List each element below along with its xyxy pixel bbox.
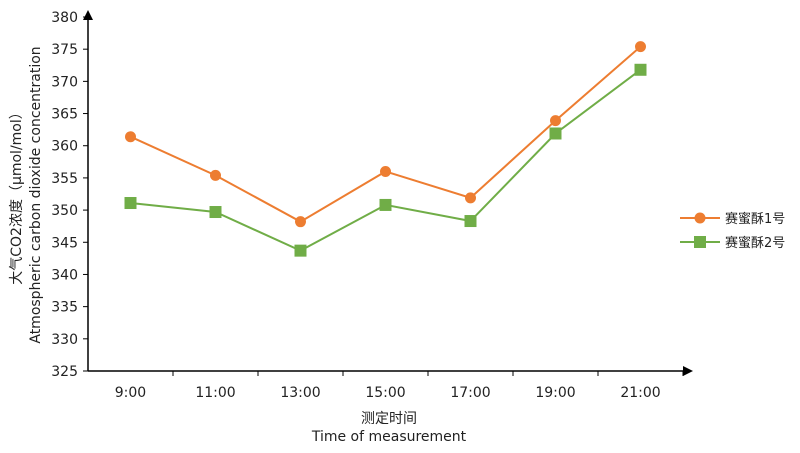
data-point	[125, 131, 136, 143]
legend-marker	[694, 236, 706, 248]
x-tick-label: 15:00	[365, 385, 405, 401]
x-tick-label: 9:00	[115, 385, 146, 401]
data-point	[549, 127, 562, 140]
data-point	[379, 198, 392, 211]
x-axis-arrow	[683, 366, 693, 376]
y-axis-title-cn: 大气CO2浓度（μmol/mol）	[9, 105, 25, 285]
y-tick-label: 335	[51, 300, 78, 316]
y-axis-ticks: 325 330 335 340 345 350 355 360 365 370 375 380	[51, 10, 88, 380]
y-tick-label: 325	[51, 364, 78, 380]
y-tick-label: 350	[51, 203, 78, 219]
data-point	[635, 41, 646, 53]
legend-label: 赛蜜酥2号	[725, 235, 785, 251]
data-point	[294, 244, 307, 257]
x-tick-label: 13:00	[280, 385, 320, 401]
axes	[83, 10, 693, 376]
x-tick-label: 21:00	[620, 385, 660, 401]
data-point	[465, 192, 476, 204]
y-axis-arrow	[83, 10, 93, 20]
series-line	[130, 45, 642, 223]
y-tick-label: 360	[51, 139, 78, 155]
data-point	[295, 216, 306, 228]
y-tick-label: 340	[51, 267, 78, 283]
series-line	[130, 68, 642, 252]
y-tick-label: 345	[51, 235, 78, 251]
legend-item-2: 赛蜜酥2号	[680, 235, 785, 251]
x-tick-label: 11:00	[195, 385, 235, 401]
data-point	[550, 115, 561, 127]
data-point	[464, 215, 477, 228]
y-tick-label: 365	[51, 107, 78, 123]
y-tick-label: 330	[51, 332, 78, 348]
data-point	[124, 197, 137, 210]
x-tick-label: 17:00	[450, 385, 490, 401]
x-axis-title-cn: 测定时间	[361, 411, 417, 427]
x-axis-title-en: Time of measurement	[311, 429, 467, 445]
series-2	[124, 63, 647, 257]
x-axis-ticks: 9:00 11:00 13:00 15:00 17:00 19:00 21:00	[115, 371, 684, 401]
series-group	[124, 41, 647, 257]
legend-item-1: 赛蜜酥1号	[680, 211, 785, 227]
y-tick-label: 375	[51, 42, 78, 58]
data-point	[634, 63, 647, 76]
data-point	[380, 165, 391, 177]
x-tick-label: 19:00	[535, 385, 575, 401]
series-1	[125, 41, 646, 228]
data-point	[210, 169, 221, 181]
legend-label: 赛蜜酥1号	[725, 211, 785, 227]
y-tick-label: 370	[51, 74, 78, 90]
data-point	[209, 206, 222, 219]
y-axis-title-en: Atmospheric carbon dioxide concentration	[28, 46, 44, 343]
y-tick-label: 380	[51, 10, 78, 26]
y-tick-label: 355	[51, 171, 78, 187]
legend-marker	[694, 212, 706, 224]
